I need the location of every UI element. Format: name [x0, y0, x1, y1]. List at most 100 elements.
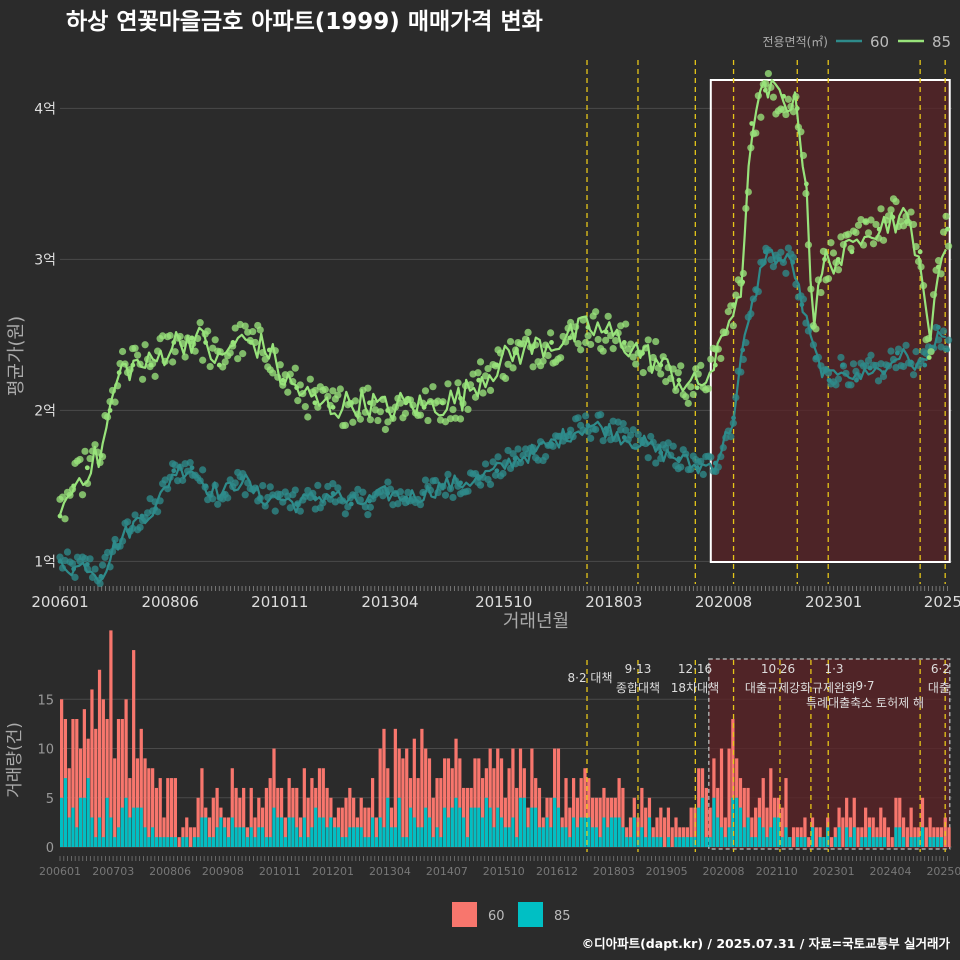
scatter-point: [849, 360, 858, 368]
scatter-point: [629, 426, 637, 434]
bar-85: [359, 827, 363, 847]
bar-85: [765, 837, 769, 847]
bar-85: [363, 837, 367, 847]
scatter-point: [444, 470, 452, 478]
x-tick-label: 201304: [361, 593, 418, 611]
scatter-point: [912, 348, 920, 356]
bar-85: [473, 807, 477, 847]
bar-60: [458, 758, 462, 847]
data-point: [476, 377, 482, 383]
scatter-point: [464, 487, 472, 495]
scatter-point: [374, 416, 382, 425]
bar-85: [496, 807, 500, 847]
scatter-point: [847, 381, 855, 389]
scatter-point: [944, 242, 953, 250]
bar-60: [340, 807, 344, 847]
scatter-point: [872, 220, 880, 229]
bar-60: [780, 807, 784, 847]
data-point: [621, 340, 627, 345]
data-point: [813, 355, 818, 360]
scatter-point: [276, 361, 284, 369]
bar-85: [405, 837, 409, 847]
scatter-point: [366, 416, 374, 424]
bar-85: [439, 837, 443, 847]
bar-60: [488, 748, 492, 847]
data-point: [822, 256, 827, 262]
bar-85: [462, 817, 466, 847]
bar-60: [348, 787, 352, 847]
data-point: [153, 506, 158, 511]
bar-60: [784, 778, 788, 847]
bar-85: [534, 807, 538, 847]
y-tick-label: 4억: [34, 101, 56, 117]
bar-60: [496, 748, 500, 847]
scatter-point: [509, 450, 517, 458]
scatter-point: [544, 351, 552, 360]
scatter-point: [386, 485, 395, 493]
bar-85: [795, 837, 799, 847]
bar-85: [204, 817, 208, 847]
bar-85: [674, 837, 678, 847]
bar-60: [226, 817, 231, 847]
data-point: [189, 465, 195, 471]
bar-85: [526, 827, 530, 847]
scatter-point: [677, 362, 685, 370]
scatter-point: [239, 350, 247, 358]
bar-60: [909, 807, 913, 847]
bar-60: [663, 817, 667, 847]
bar-85: [700, 797, 705, 847]
scatter-point: [416, 501, 425, 509]
scatter-point: [599, 347, 607, 355]
bar-85: [82, 797, 86, 847]
bar-60: [431, 797, 435, 847]
scatter-point: [584, 332, 592, 340]
scatter-point: [441, 491, 450, 499]
bar-85: [245, 837, 250, 847]
bar-85: [871, 837, 875, 847]
data-point: [890, 214, 896, 220]
data-point: [312, 400, 318, 406]
scatter-point: [612, 337, 620, 345]
bar-y-tick-label: 5: [46, 792, 54, 807]
data-point: [712, 460, 718, 466]
scatter-point: [717, 354, 725, 363]
scatter-point: [206, 362, 214, 371]
scatter-point: [199, 356, 207, 364]
bar-85: [913, 837, 917, 847]
data-point: [294, 385, 300, 391]
scatter-point: [271, 507, 279, 515]
data-point: [749, 121, 755, 126]
policy-label: 특례대출축소 토허제 해: [806, 696, 924, 710]
policy-label: 12·16: [678, 662, 712, 676]
data-point: [248, 340, 254, 345]
scatter-point: [334, 484, 342, 492]
bar-85: [67, 817, 71, 847]
bar-85: [488, 807, 492, 847]
data-point: [794, 105, 800, 111]
scatter-point: [306, 375, 314, 383]
data-point: [239, 475, 245, 481]
bar-85: [109, 817, 113, 847]
scatter-point: [181, 353, 189, 361]
bar-85: [181, 837, 185, 847]
scatter-point: [689, 390, 697, 399]
scatter-point: [429, 383, 437, 391]
bar-60: [932, 827, 936, 847]
bar-85: [105, 797, 109, 847]
data-point: [731, 415, 736, 421]
scatter-point: [907, 208, 915, 216]
bar-85: [860, 837, 864, 847]
bar-85: [132, 807, 136, 847]
scatter-point: [61, 515, 69, 523]
scatter-point: [249, 327, 257, 336]
bar-x-tick-label: 201011: [259, 865, 301, 878]
data-point: [98, 574, 104, 579]
bar-60: [143, 758, 147, 847]
bar-85: [549, 827, 553, 847]
bar-85: [420, 827, 424, 847]
policy-label: 규제완화: [812, 681, 856, 695]
bar-85: [689, 837, 693, 847]
bar-85: [408, 807, 413, 847]
top-legend: 전용면적(㎡) 60 85: [762, 33, 951, 51]
scatter-point: [381, 425, 389, 434]
